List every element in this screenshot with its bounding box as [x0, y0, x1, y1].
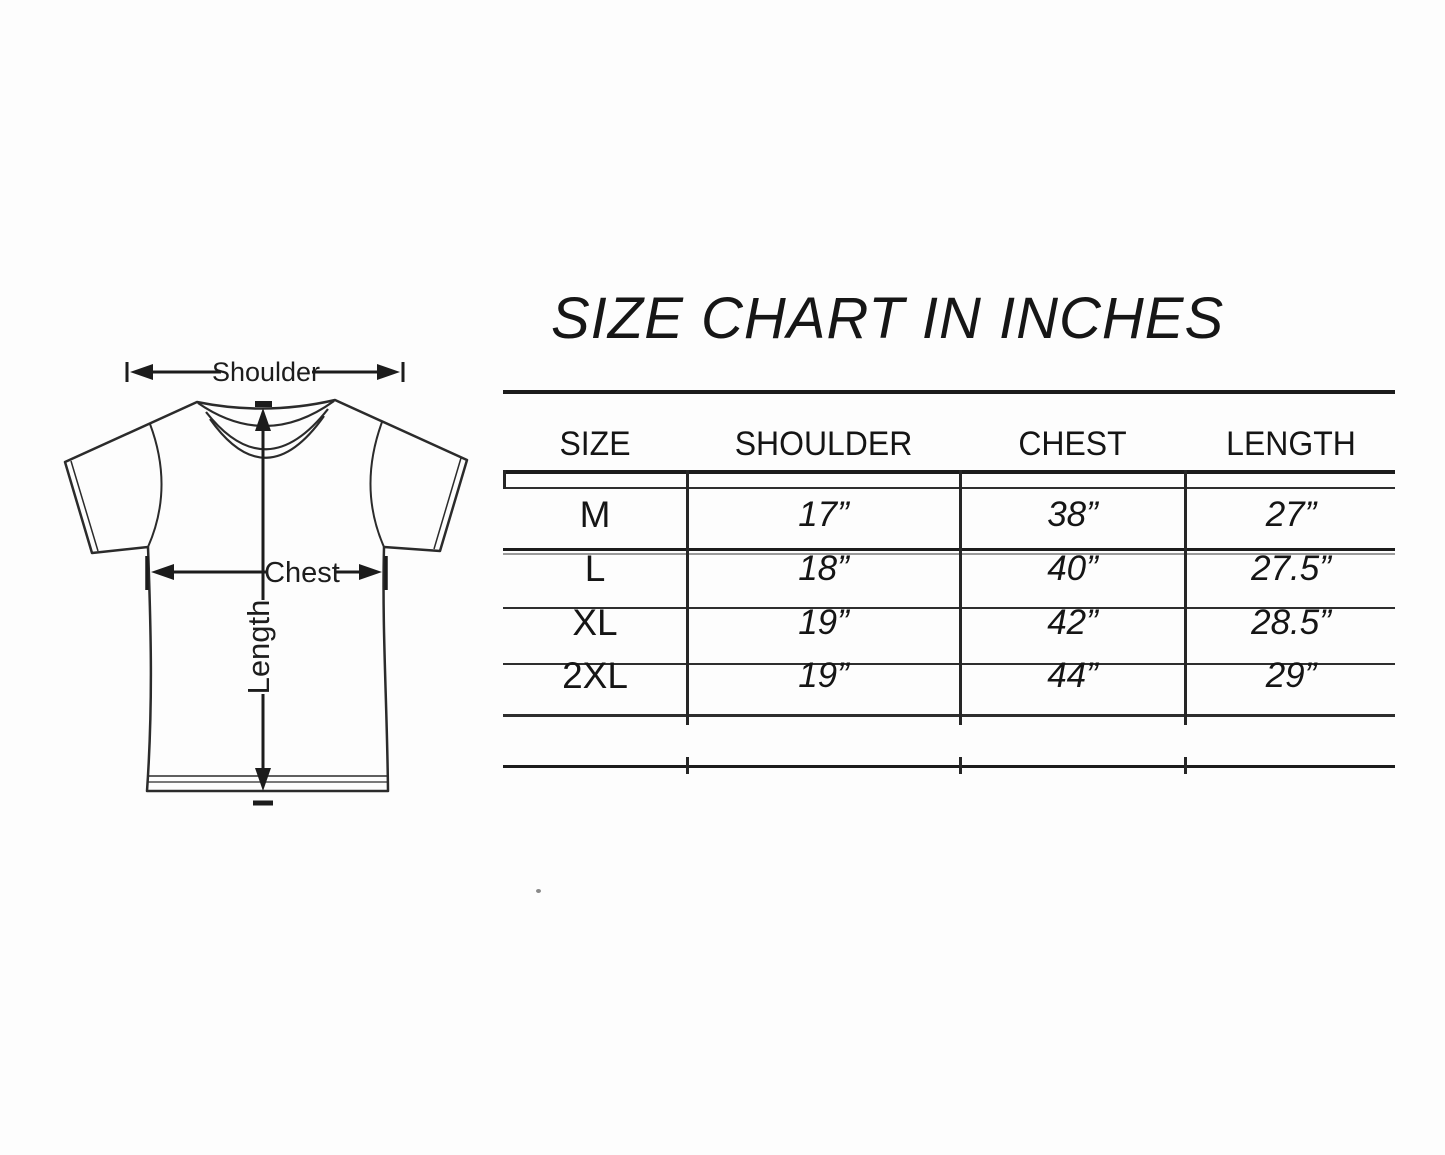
shoulder-arrowhead-right	[377, 364, 400, 380]
table-spacer-rule	[503, 487, 1395, 489]
shoulder-label: Shoulder	[212, 357, 320, 387]
header-shoulder: SHOULDER	[734, 425, 913, 463]
row-2xl-size: 2XL	[562, 655, 628, 696]
header-length: LENGTH	[1226, 425, 1356, 463]
right-armhole-seam	[369, 421, 385, 548]
row-l-chest: 40”	[1047, 549, 1098, 588]
table-rule-below-m-shadow	[503, 553, 1395, 555]
row-m-chest: 38”	[1047, 495, 1098, 534]
chest-arrowhead-left	[151, 564, 174, 580]
page-title: SIZE CHART IN INCHES	[551, 286, 1225, 351]
print-speck	[536, 889, 541, 893]
row-l-size: L	[584, 548, 606, 589]
length-arrowhead-bottom	[255, 768, 271, 791]
header-size: SIZE	[559, 425, 631, 463]
chest-label: Chest	[264, 557, 340, 589]
table-header-rule	[503, 470, 1395, 474]
length-label: Length	[241, 600, 276, 695]
bottom-stub-2	[959, 757, 962, 774]
shoulder-dim-end-bars	[125, 362, 405, 382]
left-cuff-seam	[70, 460, 99, 552]
collar-arc-front-outer	[205, 408, 329, 451]
row-2xl-shoulder: 19”	[798, 656, 849, 695]
row-m-length: 27”	[1265, 495, 1317, 534]
col-divider-size-shoulder	[686, 470, 689, 725]
row-l-shoulder: 18”	[798, 549, 849, 588]
tshirt-outline	[63, 398, 469, 793]
collar-arc-front-inner	[209, 415, 325, 459]
left-armhole-seam	[147, 423, 163, 548]
row-xl-length: 28.5”	[1251, 603, 1331, 642]
table-bottom-rule	[503, 765, 1395, 768]
row-m-size: M	[579, 494, 611, 535]
table-rule-below-2xl	[503, 714, 1395, 717]
chest-arrowhead-right	[359, 564, 382, 580]
bottom-stub-1	[686, 757, 689, 774]
length-arrowhead-top	[255, 408, 271, 431]
table-rule-below-l	[503, 607, 1395, 609]
table-rule-below-xl	[503, 663, 1395, 665]
bottom-stub-3	[1184, 757, 1187, 774]
row-l-length: 27.5”	[1251, 549, 1331, 588]
shoulder-arrowhead-left	[130, 364, 153, 380]
col-divider-shoulder-chest	[959, 470, 962, 725]
row-xl-shoulder: 19”	[798, 603, 849, 642]
table-rule-below-m	[503, 548, 1395, 551]
row-m-shoulder: 17”	[798, 495, 849, 534]
table-top-rule	[503, 390, 1395, 394]
chest-dim-end-bars	[145, 556, 388, 590]
tshirt-measurement-diagram: Shoulder Chest Length	[63, 357, 469, 806]
row-2xl-chest: 44”	[1047, 656, 1098, 695]
header-chest: CHEST	[1018, 425, 1127, 463]
row-xl-chest: 42”	[1047, 603, 1098, 642]
table-left-edge-stub	[503, 470, 506, 489]
row-xl-size: XL	[572, 602, 618, 643]
col-divider-chest-length	[1184, 470, 1187, 725]
right-cuff-seam	[433, 457, 462, 550]
row-2xl-length: 29”	[1265, 656, 1317, 695]
collar-label-tab	[255, 401, 272, 407]
